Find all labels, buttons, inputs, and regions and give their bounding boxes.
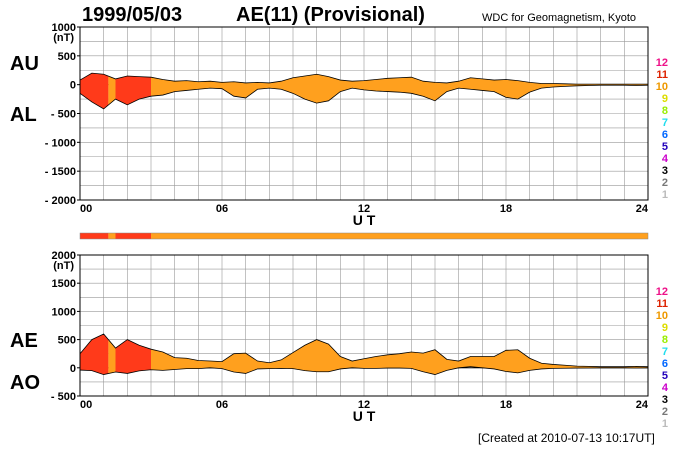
- panel2-ytick-label: 1500: [52, 278, 76, 290]
- panel1-ytick-label: 1000: [52, 22, 76, 34]
- panel2-area-segment: [108, 333, 116, 375]
- panel2-legend-item-9: 9: [662, 322, 668, 334]
- panel2-xtick-label: 12: [358, 399, 370, 411]
- panel1-xtick-label: 00: [80, 203, 92, 215]
- panel2-legend-item-1: 1: [662, 418, 668, 430]
- panel2-xtick-label: 18: [500, 399, 512, 411]
- panel1-xtick-label: 24: [636, 203, 649, 215]
- panel1-legend-item-9: 9: [662, 93, 668, 105]
- panel1-area-segment: [108, 73, 116, 109]
- activity-bar-segment: [151, 233, 648, 239]
- panel1-legend-item-7: 7: [662, 117, 668, 129]
- activity-bar-frame: [79, 232, 649, 240]
- panel1-legend-item-4: 4: [662, 153, 669, 165]
- panel2-legend-item-8: 8: [662, 334, 668, 346]
- panel1-ytick-label: 500: [58, 51, 76, 63]
- panel2-legend-item-6: 6: [662, 358, 668, 370]
- panel1-series-al-line: [79, 84, 649, 110]
- panel2-legend-item-4: 4: [662, 382, 669, 394]
- panel2-legend-item-3: 3: [662, 394, 668, 406]
- panel2-legend-item-7: 7: [662, 346, 668, 358]
- panel1-ytick-label: 0: [70, 80, 76, 92]
- panel2-ytick-label: 1000: [52, 306, 76, 318]
- panel1-series-au-line: [79, 72, 648, 85]
- panel1-ytick-label: - 2000: [45, 195, 76, 207]
- panel2-ytick-label: 2000: [52, 250, 76, 262]
- created-timestamp: [Created at 2010-07-13 10:17UT]: [478, 431, 655, 445]
- panel1-legend-item-11: 11: [656, 69, 668, 81]
- panel1-series-label-au: AU: [10, 53, 39, 75]
- panel1-legend-item-5: 5: [662, 141, 668, 153]
- panel1-ytick-label: - 500: [51, 109, 76, 121]
- panel1-legend-item-6: 6: [662, 129, 668, 141]
- panel2-ytick-label: - 500: [51, 391, 76, 403]
- panel1-legend-item-10: 10: [656, 81, 668, 93]
- panel1-xtick-label: 18: [500, 203, 512, 215]
- panel1-legend-item-1: 1: [662, 189, 668, 201]
- panel2-series-ae-line: [79, 333, 649, 368]
- panel2-legend-item-11: 11: [656, 298, 668, 310]
- panel2-legend-item-10: 10: [656, 310, 668, 322]
- panel2-legend-item-12: 12: [656, 286, 668, 298]
- panel1-xaxis-label: U T: [353, 212, 376, 228]
- panel1-legend-item-12: 12: [656, 57, 668, 69]
- panel2-ytick-label: 500: [58, 335, 76, 347]
- panel2-xtick-label: 24: [636, 399, 649, 411]
- panel1-legend-item-2: 2: [662, 177, 668, 189]
- activity-bar-segment: [80, 233, 109, 239]
- panel2-ytick-label: 0: [70, 363, 76, 375]
- panel2-legend-item-2: 2: [662, 406, 668, 418]
- panel1-ytick-label: - 1500: [45, 166, 76, 178]
- activity-bar-segment: [108, 233, 116, 239]
- source-label: WDC for Geomagnetism, Kyoto: [482, 12, 637, 24]
- activity-bar-segment: [115, 233, 151, 239]
- panel1-unit-label: (nT): [53, 32, 74, 44]
- panel2-legend-item-5: 5: [662, 370, 668, 382]
- panel2-xaxis-label: U T: [353, 408, 376, 424]
- panel1-series-label-al: AL: [10, 104, 37, 126]
- panel1-ytick-label: - 1000: [45, 137, 76, 149]
- date-label: 1999/05/03: [82, 4, 183, 26]
- panel2-series-ao-line: [79, 366, 649, 375]
- panel1-xtick-label: 12: [358, 203, 370, 215]
- panel1-xtick-label: 06: [216, 203, 228, 215]
- panel2-frame: [79, 254, 649, 397]
- panel2-xtick-label: 00: [80, 399, 92, 411]
- panel2-xtick-label: 06: [216, 399, 228, 411]
- chart-title: AE(11) (Provisional): [236, 4, 425, 26]
- panel1-legend-item-3: 3: [662, 165, 668, 177]
- panel2-series-label-ao: AO: [10, 372, 40, 394]
- panel2-series-label-ae: AE: [10, 330, 38, 352]
- panel2-unit-label: (nT): [53, 260, 74, 272]
- panel1-legend-item-8: 8: [662, 105, 668, 117]
